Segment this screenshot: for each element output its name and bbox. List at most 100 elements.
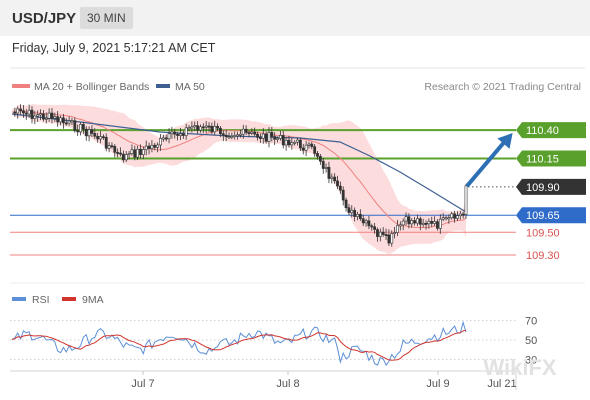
candle-body <box>199 126 202 131</box>
datetime-label: Friday, July 9, 2021 5:17:21 AM CET <box>12 41 216 55</box>
candle-body <box>173 131 177 135</box>
candle-body <box>450 213 454 218</box>
candle-body <box>184 127 188 136</box>
x-axis: Jul 7 Jul 8 Jul 9 Jul 21 <box>131 371 517 390</box>
candle-body <box>358 213 362 219</box>
candle-body <box>161 137 165 140</box>
candle-body <box>67 120 71 124</box>
candle-body <box>344 199 348 208</box>
candle-body <box>296 139 299 143</box>
level-label-109.90: 109.90 <box>526 182 560 194</box>
candle-body <box>287 139 291 146</box>
candle-body <box>136 148 140 158</box>
candle-body <box>164 137 168 140</box>
rsi-tick-50: 50 <box>525 335 537 347</box>
candle-body <box>421 223 425 225</box>
x-tick-label: Jul 21 <box>487 378 516 390</box>
level-label-110.15: 110.15 <box>526 153 559 165</box>
x-tick-label: Jul 9 <box>426 378 449 390</box>
candle-body <box>330 176 334 179</box>
candle-body <box>139 148 142 155</box>
candle-body <box>79 124 82 133</box>
candle-body <box>464 185 468 215</box>
candle-body <box>96 135 100 140</box>
candle-body <box>301 147 305 151</box>
candle-body <box>316 153 319 157</box>
candle-body <box>230 136 234 138</box>
candle-body <box>190 126 194 129</box>
candle-body <box>44 117 48 120</box>
rsi-panel: 70 50 30 <box>10 316 537 366</box>
candle-body <box>204 125 208 128</box>
projection <box>466 133 516 188</box>
candle-body <box>396 225 399 233</box>
candle-body <box>141 149 145 155</box>
candle-body <box>30 109 34 119</box>
candle-body <box>430 221 434 224</box>
rsi-ma-line <box>11 329 467 361</box>
projection-arrow-shaft <box>466 138 508 187</box>
timeframe-badge[interactable]: 30 MIN <box>80 7 133 29</box>
candle-body <box>333 176 337 182</box>
candle-body <box>24 112 28 115</box>
candle-body <box>361 218 365 224</box>
x-tick-label: Jul 8 <box>276 378 299 390</box>
candle-body <box>50 112 54 119</box>
candle-body <box>59 117 62 123</box>
candle-body <box>304 144 308 151</box>
level-label-109.65: 109.65 <box>526 210 560 222</box>
candle-body <box>364 220 368 224</box>
candle-body <box>347 207 351 213</box>
candle-body <box>90 129 94 134</box>
candle-body <box>159 138 162 146</box>
candle-body <box>110 145 114 148</box>
candle-body <box>390 233 394 244</box>
watermark: WikiFX <box>483 355 556 380</box>
candle-body <box>201 126 205 129</box>
candle-body <box>81 124 85 130</box>
candle-body <box>367 220 371 227</box>
candle-body <box>273 136 277 140</box>
candle-body <box>327 167 331 179</box>
candle-body <box>424 223 428 225</box>
candle-body <box>387 234 391 244</box>
candle-body <box>281 135 285 146</box>
level-labels: 110.40 110.15 109.90 109.65 109.50 109.30 <box>516 122 586 262</box>
candle-body <box>150 144 154 149</box>
candle-body <box>244 128 248 133</box>
candle-body <box>341 189 345 201</box>
candle-body <box>458 213 462 216</box>
candle-body <box>404 216 408 222</box>
candle-body <box>13 111 17 114</box>
candle-body <box>84 128 88 137</box>
candle-body <box>407 216 411 225</box>
candle-body <box>410 220 414 225</box>
candle-body <box>73 120 77 131</box>
candle-body <box>176 133 180 136</box>
candle-body <box>124 154 128 161</box>
candle-body <box>147 145 151 149</box>
candle-body <box>401 220 405 226</box>
candle-body <box>16 108 20 114</box>
candle-body <box>321 160 325 169</box>
candle-body <box>293 141 297 144</box>
candle-body <box>350 209 354 213</box>
candle-body <box>121 153 125 161</box>
candle-body <box>376 229 379 237</box>
candle-body <box>153 144 157 148</box>
candle-body <box>261 133 265 139</box>
rsi-tick-70: 70 <box>525 316 537 328</box>
candle-body <box>353 209 357 217</box>
candle-body <box>193 125 197 128</box>
ma50-line <box>11 113 467 213</box>
candle-body <box>381 231 385 235</box>
level-label-box-110.40 <box>516 122 586 139</box>
candle-body <box>113 146 117 153</box>
ma50-legend-swatch <box>156 84 170 88</box>
candle-body <box>370 225 374 228</box>
candle-body <box>33 115 37 119</box>
rsi-ma-legend-label: 9MA <box>82 294 104 306</box>
candle-body <box>227 136 231 139</box>
candle-body <box>336 180 339 187</box>
